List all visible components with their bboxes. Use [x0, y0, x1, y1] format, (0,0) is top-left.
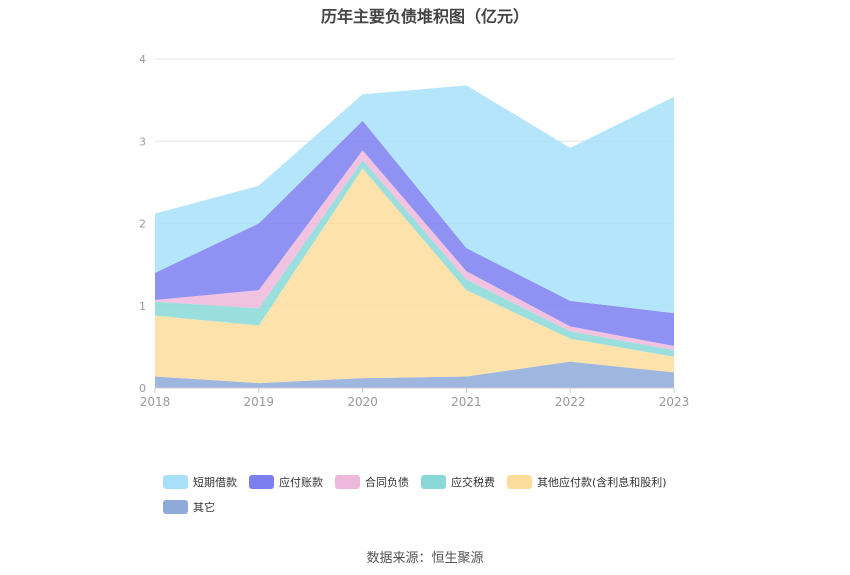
y-tick-label: 1	[139, 300, 146, 313]
legend-label: 应付账款	[279, 475, 323, 489]
legend-swatch	[249, 474, 274, 489]
legend-label: 应交税费	[451, 475, 495, 489]
legend-label: 其它	[193, 500, 215, 514]
area-series-4	[155, 120, 674, 347]
x-tick-label: 2019	[244, 395, 275, 409]
legend-label: 合同负债	[365, 475, 409, 489]
area-series-1	[155, 168, 674, 384]
legend-swatch	[335, 474, 360, 489]
legend-swatch	[421, 474, 446, 489]
y-tick-label: 2	[139, 218, 146, 231]
x-tick-label: 2022	[555, 395, 586, 409]
x-tick-label: 2023	[659, 395, 690, 409]
legend-label: 其他应付款(含利息和股利)	[537, 475, 667, 489]
x-tick-label: 2018	[140, 395, 171, 409]
legend: 短期借款 应付账款 合同负债 应交税费 其他应付款(含利息和股利) 其它	[163, 474, 723, 514]
y-tick-label: 4	[139, 53, 146, 66]
legend-item[interactable]: 其它	[163, 499, 215, 514]
legend-item[interactable]: 应交税费	[421, 474, 495, 489]
y-tick-label: 3	[139, 135, 146, 148]
x-tick-label: 2021	[451, 395, 482, 409]
legend-label: 短期借款	[193, 475, 237, 489]
legend-swatch	[163, 499, 188, 514]
area-series-5	[155, 85, 674, 314]
legend-swatch	[507, 474, 532, 489]
chart-title: 历年主要负债堆积图（亿元）	[320, 7, 529, 26]
area-series-0	[155, 361, 674, 388]
area-series	[155, 85, 674, 388]
legend-item[interactable]: 短期借款	[163, 474, 237, 489]
legend-item[interactable]: 合同负债	[335, 474, 409, 489]
legend-item[interactable]: 其他应付款(含利息和股利)	[507, 474, 667, 489]
axes: 0 1 2 3 4 2018 2019 2020 2021 2022 2023	[139, 53, 689, 409]
source-note: 数据来源：恒生聚源	[366, 551, 484, 566]
x-tick-label: 2020	[347, 395, 378, 409]
y-tick-label: 0	[139, 382, 146, 395]
legend-swatch	[163, 474, 188, 489]
legend-item[interactable]: 应付账款	[249, 474, 323, 489]
